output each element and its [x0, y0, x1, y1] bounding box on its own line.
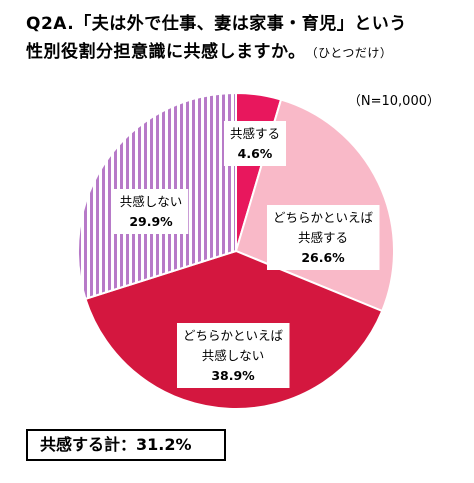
question-title-text: 性別役割分担意識に共感しますか。 — [26, 42, 306, 62]
slice-value-label: 26.6% — [301, 250, 345, 265]
slice-category-label: 共感しない — [202, 348, 265, 363]
slice-category-label: 共感しない — [120, 194, 183, 209]
slice-category-label: どちらかといえば — [183, 328, 284, 343]
slice-category-label: 共感する — [230, 126, 280, 141]
question-title-line1: Q2A.「夫は外で仕事、妻は家事・育児」という — [26, 14, 407, 34]
slice-category-label: どちらかといえば — [273, 210, 374, 225]
data-label-box — [113, 189, 189, 234]
slice-value-label: 4.6% — [238, 146, 273, 161]
sample-size-label: （N=10,000） — [347, 94, 440, 109]
pie-labels: 共感する4.6%どちらかといえば共感する26.6%どちらかといえば共感しない38… — [113, 121, 380, 388]
data-label-not-empathize: 共感しない 29.9% — [113, 189, 189, 234]
slice-category-label: 共感する — [298, 230, 348, 245]
data-label-box — [176, 323, 290, 388]
total-empathize-box: 共感する計：31.2% — [26, 429, 226, 461]
data-label-box — [266, 205, 380, 270]
question-title: Q2A.「夫は外で仕事、妻は家事・育児」という 性別役割分担意識に共感しますか。… — [26, 10, 466, 67]
data-label-box — [223, 121, 287, 166]
data-label-empathize: 共感する 4.6% — [223, 121, 287, 166]
question-title-line2: 性別役割分担意識に共感しますか。 （ひとつだけ） — [26, 38, 466, 67]
question-note: （ひとつだけ） — [311, 46, 393, 60]
slice-value-label: 29.9% — [129, 214, 173, 229]
slice-value-label: 38.9% — [211, 368, 255, 383]
